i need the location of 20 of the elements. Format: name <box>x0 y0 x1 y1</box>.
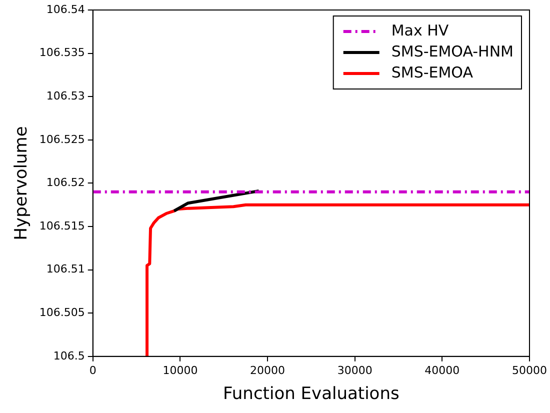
y-tick-label: 106.5 <box>53 349 85 362</box>
legend-label: SMS-EMOA-HNM <box>391 42 514 60</box>
y-tick-label: 106.51 <box>46 262 85 276</box>
x-tick-label: 30000 <box>337 364 372 377</box>
y-tick-label: 106.525 <box>39 132 85 146</box>
x-tick-label: 50000 <box>512 364 548 377</box>
y-tick-label: 106.535 <box>39 46 85 60</box>
x-tick-label: 0 <box>89 364 96 377</box>
legend-label: SMS-EMOA <box>391 63 474 82</box>
y-tick-label: 106.53 <box>46 89 85 102</box>
legend-label: Max HV <box>391 21 450 40</box>
x-tick-label: 10000 <box>162 364 198 377</box>
y-axis-title: Hypervolume <box>12 126 32 240</box>
y-tick-label: 106.515 <box>39 219 85 232</box>
y-tick-label: 106.505 <box>39 306 85 319</box>
x-axis-title: Function Evaluations <box>223 384 400 404</box>
y-tick-label: 106.52 <box>46 176 85 190</box>
x-tick-label: 20000 <box>250 364 286 377</box>
x-tick-label: 40000 <box>424 364 460 377</box>
y-tick-label: 106.54 <box>46 2 85 16</box>
